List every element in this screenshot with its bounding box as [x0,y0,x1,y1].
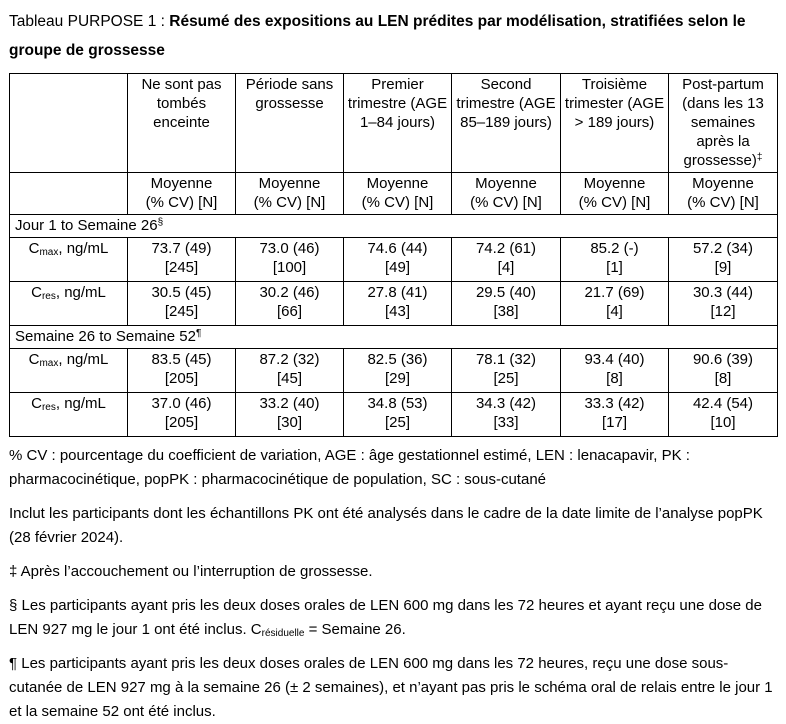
data-cell: 85.2 (-) [1] [560,237,669,282]
data-cell: 27.8 (41) [43] [343,281,452,326]
data-cell: 57.2 (34) [9] [668,237,778,282]
stat-header: Moyenne (% CV) [N] [668,172,778,215]
data-cell: 30.2 (46) [66] [235,281,344,326]
data-cell: 30.5 (45) [245] [127,281,236,326]
row-label-cres: Cres, ng/mL [9,281,128,326]
data-cell: 90.6 (39) [8] [668,348,778,393]
data-cell: 42.4 (54) [10] [668,392,778,437]
data-cell: 73.7 (49) [245] [127,237,236,282]
data-cell: 82.5 (36) [29] [343,348,452,393]
header-post-partum-text: Post-partum (dans les 13 semaines après … [682,76,764,169]
data-cell: 74.2 (61) [4] [451,237,561,282]
data-cell: 78.1 (32) [25] [451,348,561,393]
data-cell: 33.3 (42) [17] [560,392,669,437]
table-row-cres-s2: Cres, ng/mL 37.0 (46) [205] 33.2 (40) [30]… [9,392,778,437]
data-cell: 93.4 (40) [8] [560,348,669,393]
row-label-cmax: Cmax, ng/mL [9,237,128,282]
data-cell: 34.3 (42) [33] [451,392,561,437]
section-footnote-mark: ¶ [195,328,202,339]
table-row-cmax-s1: Cmax, ng/mL 73.7 (49) [245] 73.0 (46) [100… [9,237,778,282]
table-title: Tableau PURPOSE 1 : Résumé des expositio… [9,7,777,65]
row-label-cres: Cres, ng/mL [9,392,128,437]
header-second-trimester: Second trimestre (AGE 85–189 jours) [451,73,561,173]
data-cell: 30.3 (44) [12] [668,281,778,326]
stat-header: Moyenne (% CV) [N] [343,172,452,215]
header-first-trimester: Premier trimestre (AGE 1–84 jours) [343,73,452,173]
stat-empty-cell [9,172,128,215]
section-header-week26-week52: Semaine 26 to Semaine 52¶ [9,325,778,349]
data-cell: 29.5 (40) [38] [451,281,561,326]
footnote-section-sign: § Les participants ayant pris les deux d… [9,597,762,639]
section-footnote-mark: § [157,217,164,228]
header-not-pregnant: Ne sont pas tombés enceinte [127,73,236,173]
table-header-row: Ne sont pas tombés enceinte Période sans… [9,73,778,173]
footnote-abbreviations: % CV : pourcentage du coefficient de var… [9,447,690,488]
header-empty-cell [9,73,128,173]
stat-header: Moyenne (% CV) [N] [451,172,561,215]
stat-header: Moyenne (% CV) [N] [127,172,236,215]
data-cell: 73.0 (46) [100] [235,237,344,282]
footnote-inclusion: Inclut les participants dont les échanti… [9,505,763,546]
header-third-trimester: Troisième trimester (AGE > 189 jours) [560,73,669,173]
data-cell: 83.5 (45) [205] [127,348,236,393]
stat-header: Moyenne (% CV) [N] [560,172,669,215]
table-row-cres-s1: Cres, ng/mL 30.5 (45) [245] 30.2 (46) [66]… [9,281,778,326]
header-no-pregnancy-period: Période sans grossesse [235,73,344,173]
data-cell: 33.2 (40) [30] [235,392,344,437]
table-title-prefix: Tableau PURPOSE 1 : [9,13,170,30]
exposure-summary-table: Ne sont pas tombés enceinte Période sans… [9,73,778,437]
data-cell: 37.0 (46) [205] [127,392,236,437]
data-cell: 34.8 (53) [25] [343,392,452,437]
footnotes: % CV : pourcentage du coefficient de var… [9,444,777,724]
footnote-double-dagger: ‡ Après l’accouchement ou l’interruption… [9,563,373,580]
header-post-partum-footnote-mark: ‡ [756,152,763,163]
header-post-partum: Post-partum (dans les 13 semaines après … [668,73,778,173]
footnote-pilcrow: ¶ Les participants ayant pris les deux d… [9,655,773,720]
row-label-cmax: Cmax, ng/mL [9,348,128,393]
data-cell: 74.6 (44) [49] [343,237,452,282]
data-cell: 21.7 (69) [4] [560,281,669,326]
table-row-cmax-s2: Cmax, ng/mL 83.5 (45) [205] 87.2 (32) [45]… [9,348,778,393]
table-stat-header-row: Moyenne (% CV) [N] Moyenne (% CV) [N] Moye… [9,172,778,215]
table-title-main: Résumé des expositions au LEN prédites p… [9,13,746,59]
section-label: Semaine 26 to Semaine 52 [15,328,196,345]
section-header-day1-week26: Jour 1 to Semaine 26§ [9,214,778,238]
data-cell: 87.2 (32) [45] [235,348,344,393]
section-label: Jour 1 to Semaine 26 [15,217,158,234]
stat-header: Moyenne (% CV) [N] [235,172,344,215]
